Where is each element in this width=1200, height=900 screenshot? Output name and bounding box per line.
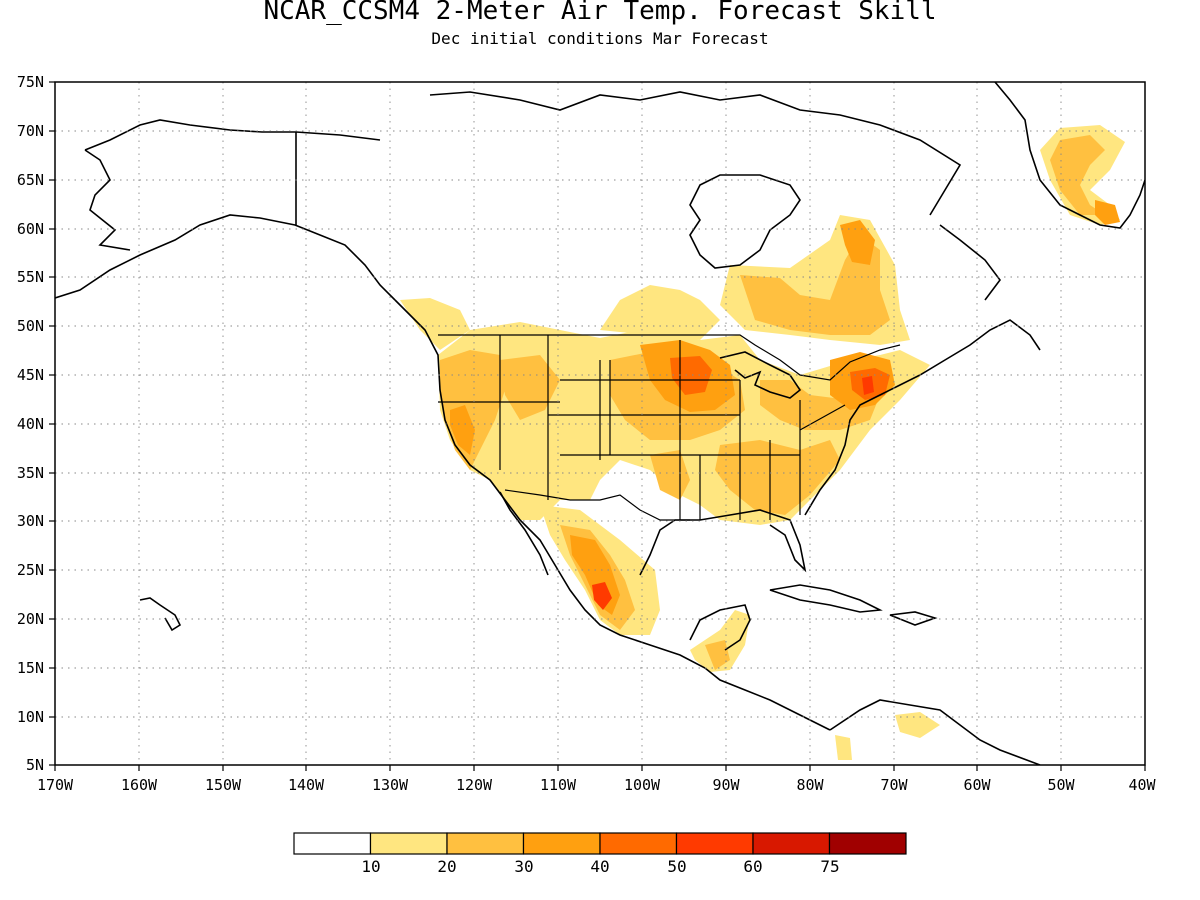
skill-region-greenland-core	[1095, 200, 1120, 225]
lon-labels: 170W 160W 150W 140W 130W 120W 110W 100W …	[37, 776, 1157, 794]
lat-label: 15N	[17, 659, 44, 677]
lon-label: 110W	[540, 776, 577, 794]
skill-region-panama	[835, 735, 852, 760]
lon-label: 100W	[624, 776, 661, 794]
great-lakes	[719, 351, 802, 399]
colorbar-swatch	[599, 832, 678, 855]
tick-marks	[49, 81, 1146, 771]
skill-region-mexico-peak	[592, 582, 612, 610]
colorbar-swatch	[828, 832, 907, 855]
lon-label: 170W	[37, 776, 74, 794]
hudson-bay	[689, 174, 801, 269]
hawaii	[139, 597, 182, 632]
colorbar-label: 50	[667, 857, 686, 876]
us-mexico-border	[504, 489, 690, 521]
skill-region-vt-nh	[862, 376, 874, 395]
lon-label: 60W	[963, 776, 991, 794]
lon-label: 120W	[456, 776, 493, 794]
lon-label: 80W	[796, 776, 824, 794]
skill-region-rockies	[500, 355, 560, 420]
skill-region-california	[450, 405, 475, 455]
baja-coast	[499, 491, 549, 576]
lon-label: 50W	[1047, 776, 1075, 794]
skill-region-quebec-core	[840, 220, 875, 265]
lon-label: 40W	[1128, 776, 1156, 794]
hispaniola	[889, 611, 938, 626]
skill-region-canada-north	[600, 285, 720, 340]
colorbar-label: 60	[743, 857, 762, 876]
skill-region-great-lakes	[760, 380, 880, 430]
lat-label: 5N	[26, 756, 44, 774]
gulf-coast	[639, 509, 807, 576]
south-america-coast	[829, 699, 1041, 765]
greenland-coast	[994, 82, 1145, 229]
lat-label: 50N	[17, 317, 44, 335]
map-subtitle: Dec initial conditions Mar Forecast	[431, 29, 769, 48]
lat-labels: 75N 70N 65N 60N 55N 50N 45N 40N 35N 30N …	[17, 73, 44, 774]
lat-label: 25N	[17, 561, 44, 579]
us-canada-border	[438, 334, 901, 381]
lat-label: 70N	[17, 122, 44, 140]
lon-label: 70W	[880, 776, 908, 794]
lat-label: 55N	[17, 268, 44, 286]
colorbar-label: 10	[361, 857, 380, 876]
lon-label: 130W	[372, 776, 409, 794]
lat-label: 35N	[17, 464, 44, 482]
lat-label: 20N	[17, 610, 44, 628]
political-borders	[438, 334, 901, 521]
lon-label: 150W	[205, 776, 242, 794]
lat-label: 30N	[17, 512, 44, 530]
skill-region-southeast	[715, 440, 840, 515]
skill-region-central-am-inner	[705, 640, 730, 670]
lon-label: 90W	[712, 776, 740, 794]
lat-label: 45N	[17, 366, 44, 384]
lat-label: 65N	[17, 171, 44, 189]
colorbar-label: 30	[514, 857, 533, 876]
atlantic-coast	[804, 224, 1041, 516]
pacific-coast	[394, 299, 831, 731]
colorbar-swatch	[293, 832, 372, 855]
yucatan	[689, 604, 751, 651]
colorbar-swatch	[446, 832, 525, 855]
colorbar-label: 75	[820, 857, 839, 876]
colorbar-swatch	[752, 832, 831, 855]
lat-label: 60N	[17, 220, 44, 238]
colorbar-labels: 10 20 30 40 50 60 75	[361, 857, 839, 876]
skill-region-greenland	[1050, 135, 1105, 215]
skill-shading	[400, 125, 1125, 760]
colorbar	[293, 832, 907, 855]
skill-region-south-america	[895, 712, 940, 738]
colorbar-swatch	[675, 832, 754, 855]
arctic-islands	[429, 91, 962, 216]
cuba	[769, 584, 883, 613]
colorbar-swatch	[522, 832, 601, 855]
colorbar-label: 40	[590, 857, 609, 876]
skill-region-central-america	[690, 610, 750, 672]
colorbar-swatch	[369, 832, 448, 855]
lon-label: 160W	[121, 776, 158, 794]
skill-region-northwest	[400, 298, 470, 350]
lat-label: 40N	[17, 415, 44, 433]
map-title: NCAR_CCSM4 2-Meter Air Temp. Forecast Sk…	[263, 0, 937, 26]
lon-label: 140W	[288, 776, 325, 794]
coastlines	[55, 82, 1145, 765]
lat-label: 10N	[17, 708, 44, 726]
colorbar-label: 20	[437, 857, 456, 876]
alaska-coast	[55, 119, 396, 301]
state-grid	[438, 335, 846, 520]
lat-label: 75N	[17, 73, 44, 91]
